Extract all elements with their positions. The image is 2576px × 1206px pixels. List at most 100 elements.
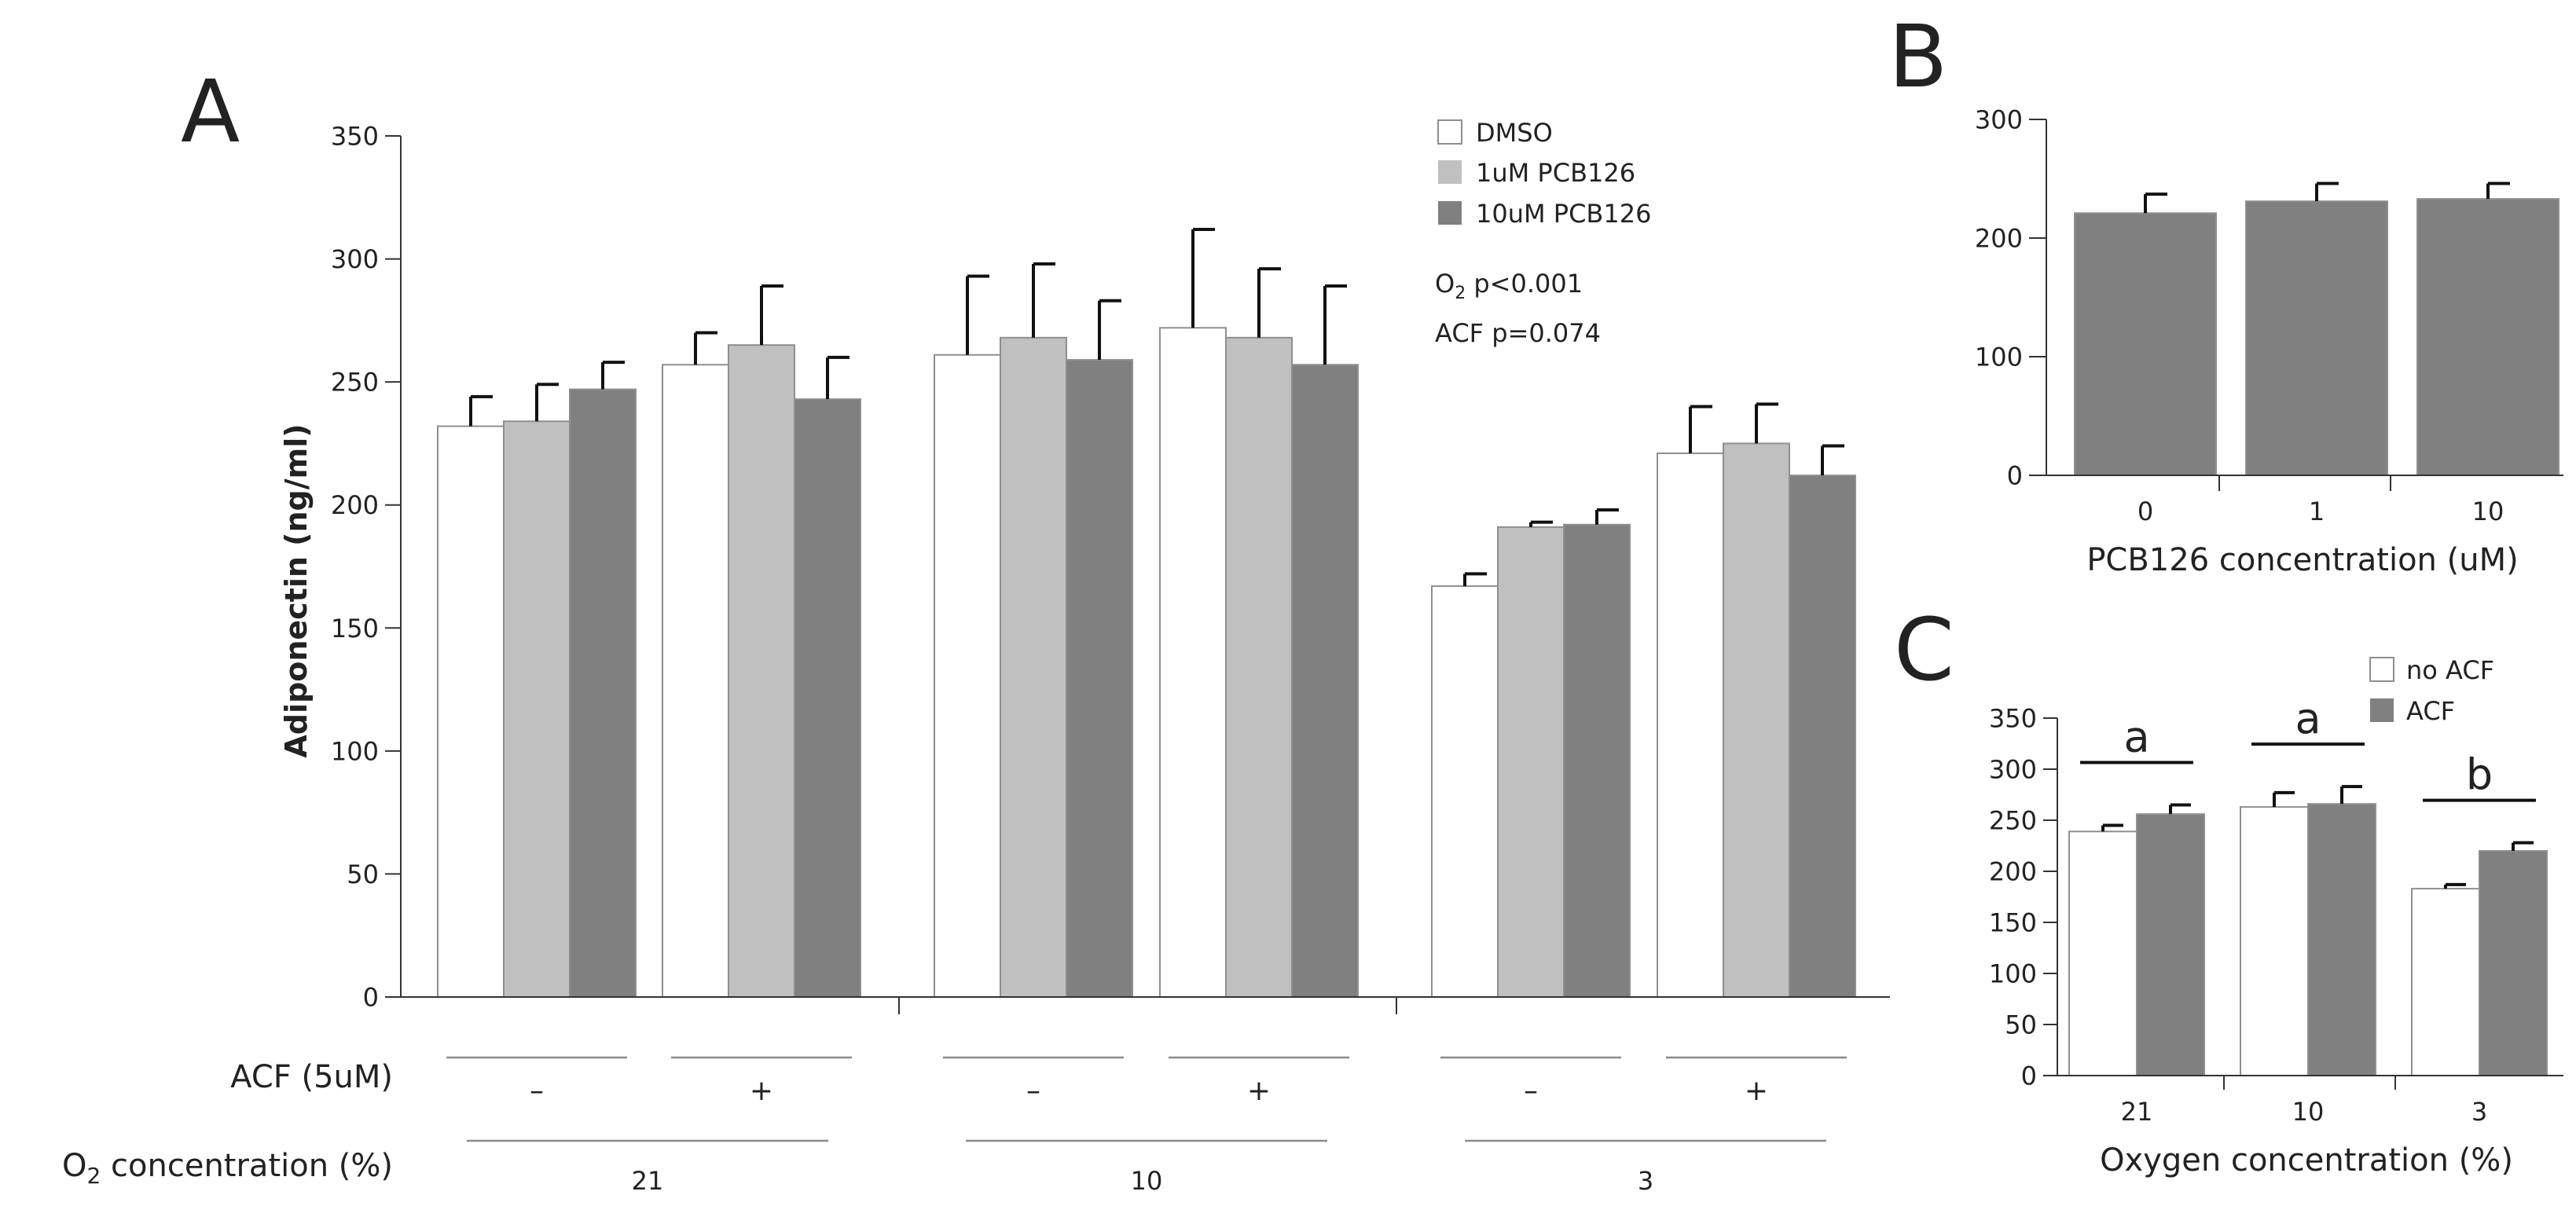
y-tick-label: 350 <box>331 122 379 152</box>
bar-10um-pcb126 <box>1291 364 1359 999</box>
acf-group-label: – <box>530 1075 544 1107</box>
x-tick-label: 10 <box>2292 1097 2325 1127</box>
x-tick-label: 1 <box>2309 497 2325 526</box>
bar-dmso <box>934 354 1001 998</box>
y-tick-label: 200 <box>1989 857 2037 887</box>
x-tick-label: 0 <box>2137 497 2153 526</box>
panel-a-legend: DMSO 1uM PCB126 10uM PCB126 <box>1437 118 1651 229</box>
bar-10um-pcb126 <box>794 398 861 998</box>
y-tick-label: 150 <box>1989 908 2037 938</box>
bar-dmso <box>437 425 505 998</box>
panel-b-y-axis: 0 100 200 300 <box>1975 105 2047 491</box>
panel-a-letter: A <box>181 61 240 162</box>
legend-swatch-acf <box>2370 698 2394 722</box>
x-tick-label: 3 <box>2471 1097 2487 1127</box>
y-tick-label: 300 <box>331 244 379 274</box>
legend-swatch-10um <box>1438 201 1462 225</box>
panel-a-group-labels: – + – + – +21 10 3 <box>446 1056 1847 1196</box>
panel-a-y-axis: 0 50 100 150 200 250 300 350 <box>331 122 402 1013</box>
y-tick-label: 100 <box>1989 959 2037 989</box>
bar-10um-pcb126 <box>1789 475 1856 998</box>
y-tick-label: 0 <box>2007 461 2023 491</box>
panel-b-bars <box>2074 198 2559 476</box>
acf-group-label: + <box>1247 1075 1271 1107</box>
panel-a-x-ticks <box>898 997 1397 1014</box>
bar-pcb126-10 <box>2416 198 2559 476</box>
legend-label-10um: 10uM PCB126 <box>1476 199 1651 229</box>
x-tick-label: 10 <box>2472 497 2504 526</box>
panel-a-bars <box>437 327 1856 999</box>
bar-pcb126-1 <box>2245 200 2388 476</box>
panel-a: A Adiponectin (ng/ml) 0 50 100 150 200 250 300… <box>62 61 1890 1196</box>
o2-group-label: 21 <box>632 1166 664 1196</box>
bar-1um-pcb126 <box>1497 526 1565 998</box>
legend-swatch-no-acf <box>2369 657 2394 682</box>
y-tick-label: 250 <box>1989 806 2037 836</box>
o2-group-label: 3 <box>1638 1166 1653 1196</box>
y-tick-label: 150 <box>331 614 379 643</box>
y-tick-label: 100 <box>1975 343 2023 372</box>
x-tick-label: 21 <box>2121 1097 2153 1127</box>
y-tick-label: 250 <box>331 368 379 398</box>
legend-swatch-dmso <box>1437 119 1462 145</box>
bar-no-acf <box>2068 830 2137 1077</box>
significance-letter: a <box>2123 713 2149 762</box>
bar-1um-pcb126 <box>728 344 795 998</box>
bar-no-acf <box>2411 888 2480 1076</box>
bar-dmso <box>662 364 729 999</box>
panel-b-x-axis-title: PCB126 concentration (uM) <box>2086 542 2518 578</box>
panel-c-x-ticks: 21 10 3 <box>2121 1076 2487 1127</box>
panel-c: C 0 50 100 150 200 250 300 350 a a b 21 10 3 Oxygen… <box>1894 599 2563 1179</box>
legend-label-no-acf: no ACF <box>2406 655 2494 685</box>
y-tick-label: 100 <box>331 736 379 766</box>
y-tick-label: 200 <box>331 490 379 520</box>
bar-10um-pcb126 <box>1066 358 1133 998</box>
bar-1um-pcb126 <box>1000 336 1067 998</box>
legend-swatch-1um <box>1438 160 1462 184</box>
significance-letter: b <box>2466 750 2493 800</box>
acf-group-label: + <box>750 1075 773 1107</box>
y-tick-label: 350 <box>1989 704 2037 734</box>
y-tick-label: 50 <box>2005 1010 2037 1040</box>
acf-group-label: + <box>1745 1075 1768 1107</box>
y-tick-label: 50 <box>347 860 379 889</box>
bar-1um-pcb126 <box>1723 442 1790 998</box>
panel-c-bars <box>2068 803 2548 1077</box>
y-tick-label: 300 <box>1975 105 2023 135</box>
panel-b-error-bars <box>2144 181 2510 214</box>
bar-dmso <box>1159 327 1227 999</box>
legend-label-1um: 1uM PCB126 <box>1476 158 1635 188</box>
acf-row-label: ACF (5uM) <box>230 1059 393 1095</box>
annotation-o2-pvalue: O2 p<0.001 <box>1435 269 1583 303</box>
y-tick-label: 300 <box>1989 755 2037 785</box>
bar-1um-pcb126 <box>1225 336 1293 998</box>
bar-acf <box>2479 850 2548 1076</box>
panel-a-error-bars <box>469 227 1844 587</box>
panel-a-y-axis-title: Adiponectin (ng/ml) <box>279 423 314 757</box>
bar-10um-pcb126 <box>569 388 637 998</box>
legend-label-acf: ACF <box>2406 696 2455 726</box>
bar-pcb126-0 <box>2074 212 2217 476</box>
annotation-acf-pvalue: ACF p=0.074 <box>1435 318 1601 348</box>
bar-dmso <box>1657 452 1724 998</box>
y-tick-label: 200 <box>1975 224 2023 254</box>
bar-acf <box>2136 813 2205 1076</box>
significance-letter: a <box>2295 694 2321 743</box>
o2-row-label: O2 concentration (%) <box>62 1148 393 1189</box>
bar-1um-pcb126 <box>503 420 571 998</box>
bar-acf <box>2307 803 2376 1076</box>
y-tick-label: 0 <box>2021 1061 2037 1091</box>
bar-dmso <box>1431 585 1499 998</box>
y-tick-label: 0 <box>363 983 379 1013</box>
panel-c-legend: no ACF ACF <box>2369 655 2494 726</box>
panel-c-letter: C <box>1894 599 1954 700</box>
panel-c-error-bars <box>2101 785 2534 889</box>
panel-c-x-axis-title: Oxygen concentration (%) <box>2100 1142 2513 1179</box>
acf-group-label: – <box>1524 1075 1538 1107</box>
panel-c-y-axis: 0 50 100 150 200 250 300 350 <box>1989 704 2058 1091</box>
panel-b-x-ticks: 0 1 10 <box>2137 475 2504 526</box>
panel-b: B 0 100 200 300 0 1 10 PCB126 concentration (… <box>1888 6 2563 578</box>
acf-group-label: – <box>1026 1075 1040 1107</box>
bar-no-acf <box>2240 806 2309 1076</box>
